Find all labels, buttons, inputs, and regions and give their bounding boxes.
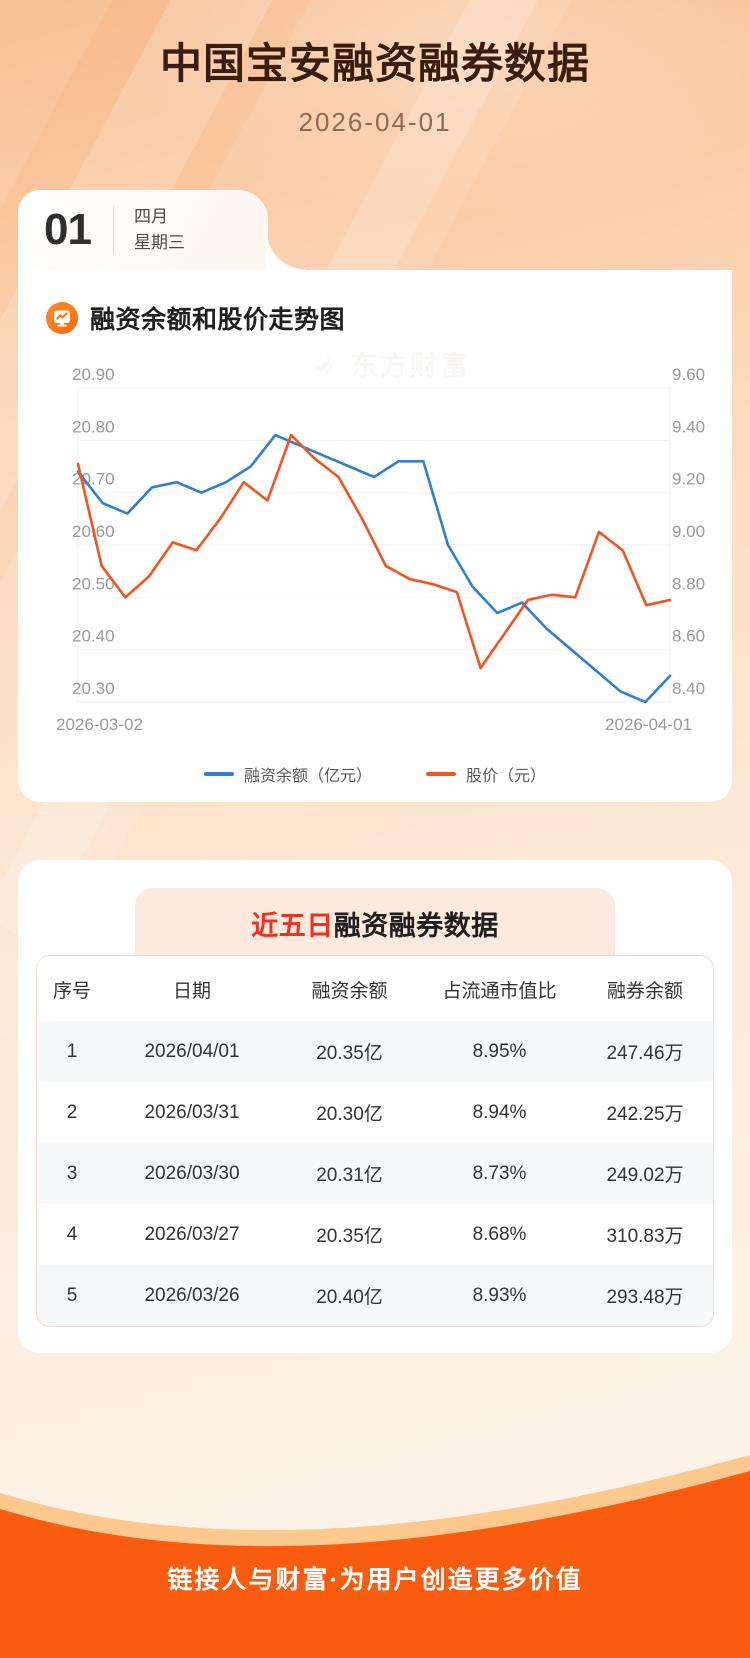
svg-text:20.80: 20.80 <box>72 417 115 436</box>
date-month: 四月 <box>133 207 168 227</box>
svg-text:9.20: 9.20 <box>672 470 705 489</box>
table-row[interactable]: 3 2026/03/30 20.31亿 8.73% 249.02万 <box>37 1143 713 1204</box>
page-date: 2026-04-01 <box>298 106 452 137</box>
legend-label-margin-balance: 融资余额（亿元） <box>243 768 372 785</box>
table-row[interactable]: 2 2026/03/31 20.30亿 8.94% 242.25万 <box>37 1082 713 1143</box>
chart-panel: 01 四月 星期三 融资余额和股价走势图 <box>18 190 732 802</box>
margin-trading-table: 序号 日期 融资余额 占流通市值比 融券余额 1 2026/04/01 20.35亿 8.95… <box>36 955 714 1327</box>
table-cell: 8.94% <box>472 1101 527 1123</box>
table-cell: 2026/03/31 <box>144 1101 240 1123</box>
table-col-header-0: 序号 <box>52 981 91 1002</box>
date-weekday: 星期三 <box>133 233 185 252</box>
chart-container[interactable]: 东方财富 20.90 9.60 20.80 9.40 20.70 9.20 20.60 9.0… <box>40 344 710 786</box>
table-cell: 247.46万 <box>606 1043 684 1064</box>
table-header-row: 序号 日期 融资余额 占流通市值比 融券余额 <box>37 956 713 1021</box>
svg-text:20.30: 20.30 <box>72 679 115 698</box>
table-cell: 4 <box>66 1223 78 1245</box>
date-divider <box>112 206 114 254</box>
table-cell: 2026/03/26 <box>144 1284 240 1306</box>
table-col-header-3: 占流通市值比 <box>442 981 557 1002</box>
page-footer: 链接人与财富·为用户创造更多价值 <box>0 1423 750 1658</box>
table-col-header-1: 日期 <box>172 981 211 1002</box>
chart-title: 融资余额和股价走势图 <box>90 306 346 334</box>
legend-item-stock-price[interactable]: 股价（元） <box>426 762 546 786</box>
table-cell: 2 <box>66 1101 78 1123</box>
footer-curve-shape <box>0 1455 750 1658</box>
table-row[interactable]: 5 2026/03/26 20.40亿 8.93% 293.48万 <box>37 1265 713 1326</box>
table-cell: 242.25万 <box>606 1104 684 1125</box>
table-cell: 8.73% <box>472 1162 527 1184</box>
chart-legend: 融资余额（亿元） 股价（元） <box>40 762 710 786</box>
table-cell: 3 <box>66 1162 78 1184</box>
legend-swatch-orange <box>426 772 456 776</box>
table-banner: 近五日融资融券数据 <box>135 888 615 961</box>
date-day: 01 <box>44 205 92 254</box>
svg-text:20.90: 20.90 <box>72 365 115 384</box>
legend-item-margin-balance[interactable]: 融资余额（亿元） <box>203 762 372 786</box>
svg-text:8.40: 8.40 <box>672 679 705 698</box>
table-cell: 293.48万 <box>606 1287 684 1308</box>
page-title: 中国宝安融资融券数据 <box>159 40 590 87</box>
table-cell: 20.35亿 <box>316 1043 383 1064</box>
table-cell: 1 <box>66 1040 78 1062</box>
svg-text:2026-04-01: 2026-04-01 <box>605 715 692 734</box>
table-col-header-4: 融券余额 <box>606 981 683 1002</box>
svg-text:9.00: 9.00 <box>672 522 705 541</box>
table-cell: 8.68% <box>472 1223 527 1245</box>
date-card: 01 四月 星期三 <box>18 190 306 270</box>
table-cell: 20.40亿 <box>316 1287 383 1308</box>
svg-text:20.50: 20.50 <box>72 574 115 593</box>
legend-label-stock-price: 股价（元） <box>466 768 547 785</box>
footer-slogan: 链接人与财富·为用户创造更多价值 <box>167 1566 583 1594</box>
table-col-header-2: 融资余额 <box>311 981 388 1002</box>
svg-text:20.40: 20.40 <box>72 627 115 646</box>
table-cell: 310.83万 <box>606 1226 684 1247</box>
table-cell: 2026/03/27 <box>144 1223 240 1245</box>
table-cell: 8.95% <box>472 1040 527 1062</box>
chart-card: 融资余额和股价走势图 东方财富 20.90 9.60 20.80 9.40 20.70 9… <box>18 270 732 802</box>
svg-text:8.60: 8.60 <box>672 627 705 646</box>
table-cell: 8.93% <box>472 1284 527 1306</box>
table-head: 序号 日期 融资余额 占流通市值比 融券余额 <box>37 956 713 1021</box>
table-cell: 20.30亿 <box>316 1104 383 1125</box>
svg-text:2026-03-02: 2026-03-02 <box>56 715 143 734</box>
page-header: 中国宝安融资融券数据 2026-04-01 <box>0 0 750 138</box>
table-cell: 20.31亿 <box>316 1165 383 1186</box>
svg-text:9.60: 9.60 <box>672 365 705 384</box>
svg-text:8.80: 8.80 <box>672 574 705 593</box>
table-row[interactable]: 1 2026/04/01 20.35亿 8.95% 247.46万 <box>37 1021 713 1082</box>
table-cell: 249.02万 <box>606 1165 684 1186</box>
table-body: 1 2026/04/01 20.35亿 8.95% 247.46万 2 2026/03/31… <box>37 1021 713 1326</box>
table-banner-rest: 融资融券数据 <box>333 911 499 941</box>
chart-monitor-icon <box>46 302 78 334</box>
table-banner-highlight: 近五日 <box>251 911 334 941</box>
table-row[interactable]: 4 2026/03/27 20.35亿 8.68% 310.83万 <box>37 1204 713 1265</box>
legend-swatch-blue <box>203 772 234 776</box>
table-cell: 5 <box>66 1284 78 1306</box>
table-cell: 2026/03/30 <box>144 1162 240 1184</box>
table-cell: 20.35亿 <box>316 1226 383 1247</box>
chart-card-header: 融资余额和股价走势图 <box>46 300 710 336</box>
table-cell: 2026/04/01 <box>144 1040 240 1062</box>
svg-text:9.40: 9.40 <box>672 417 705 436</box>
